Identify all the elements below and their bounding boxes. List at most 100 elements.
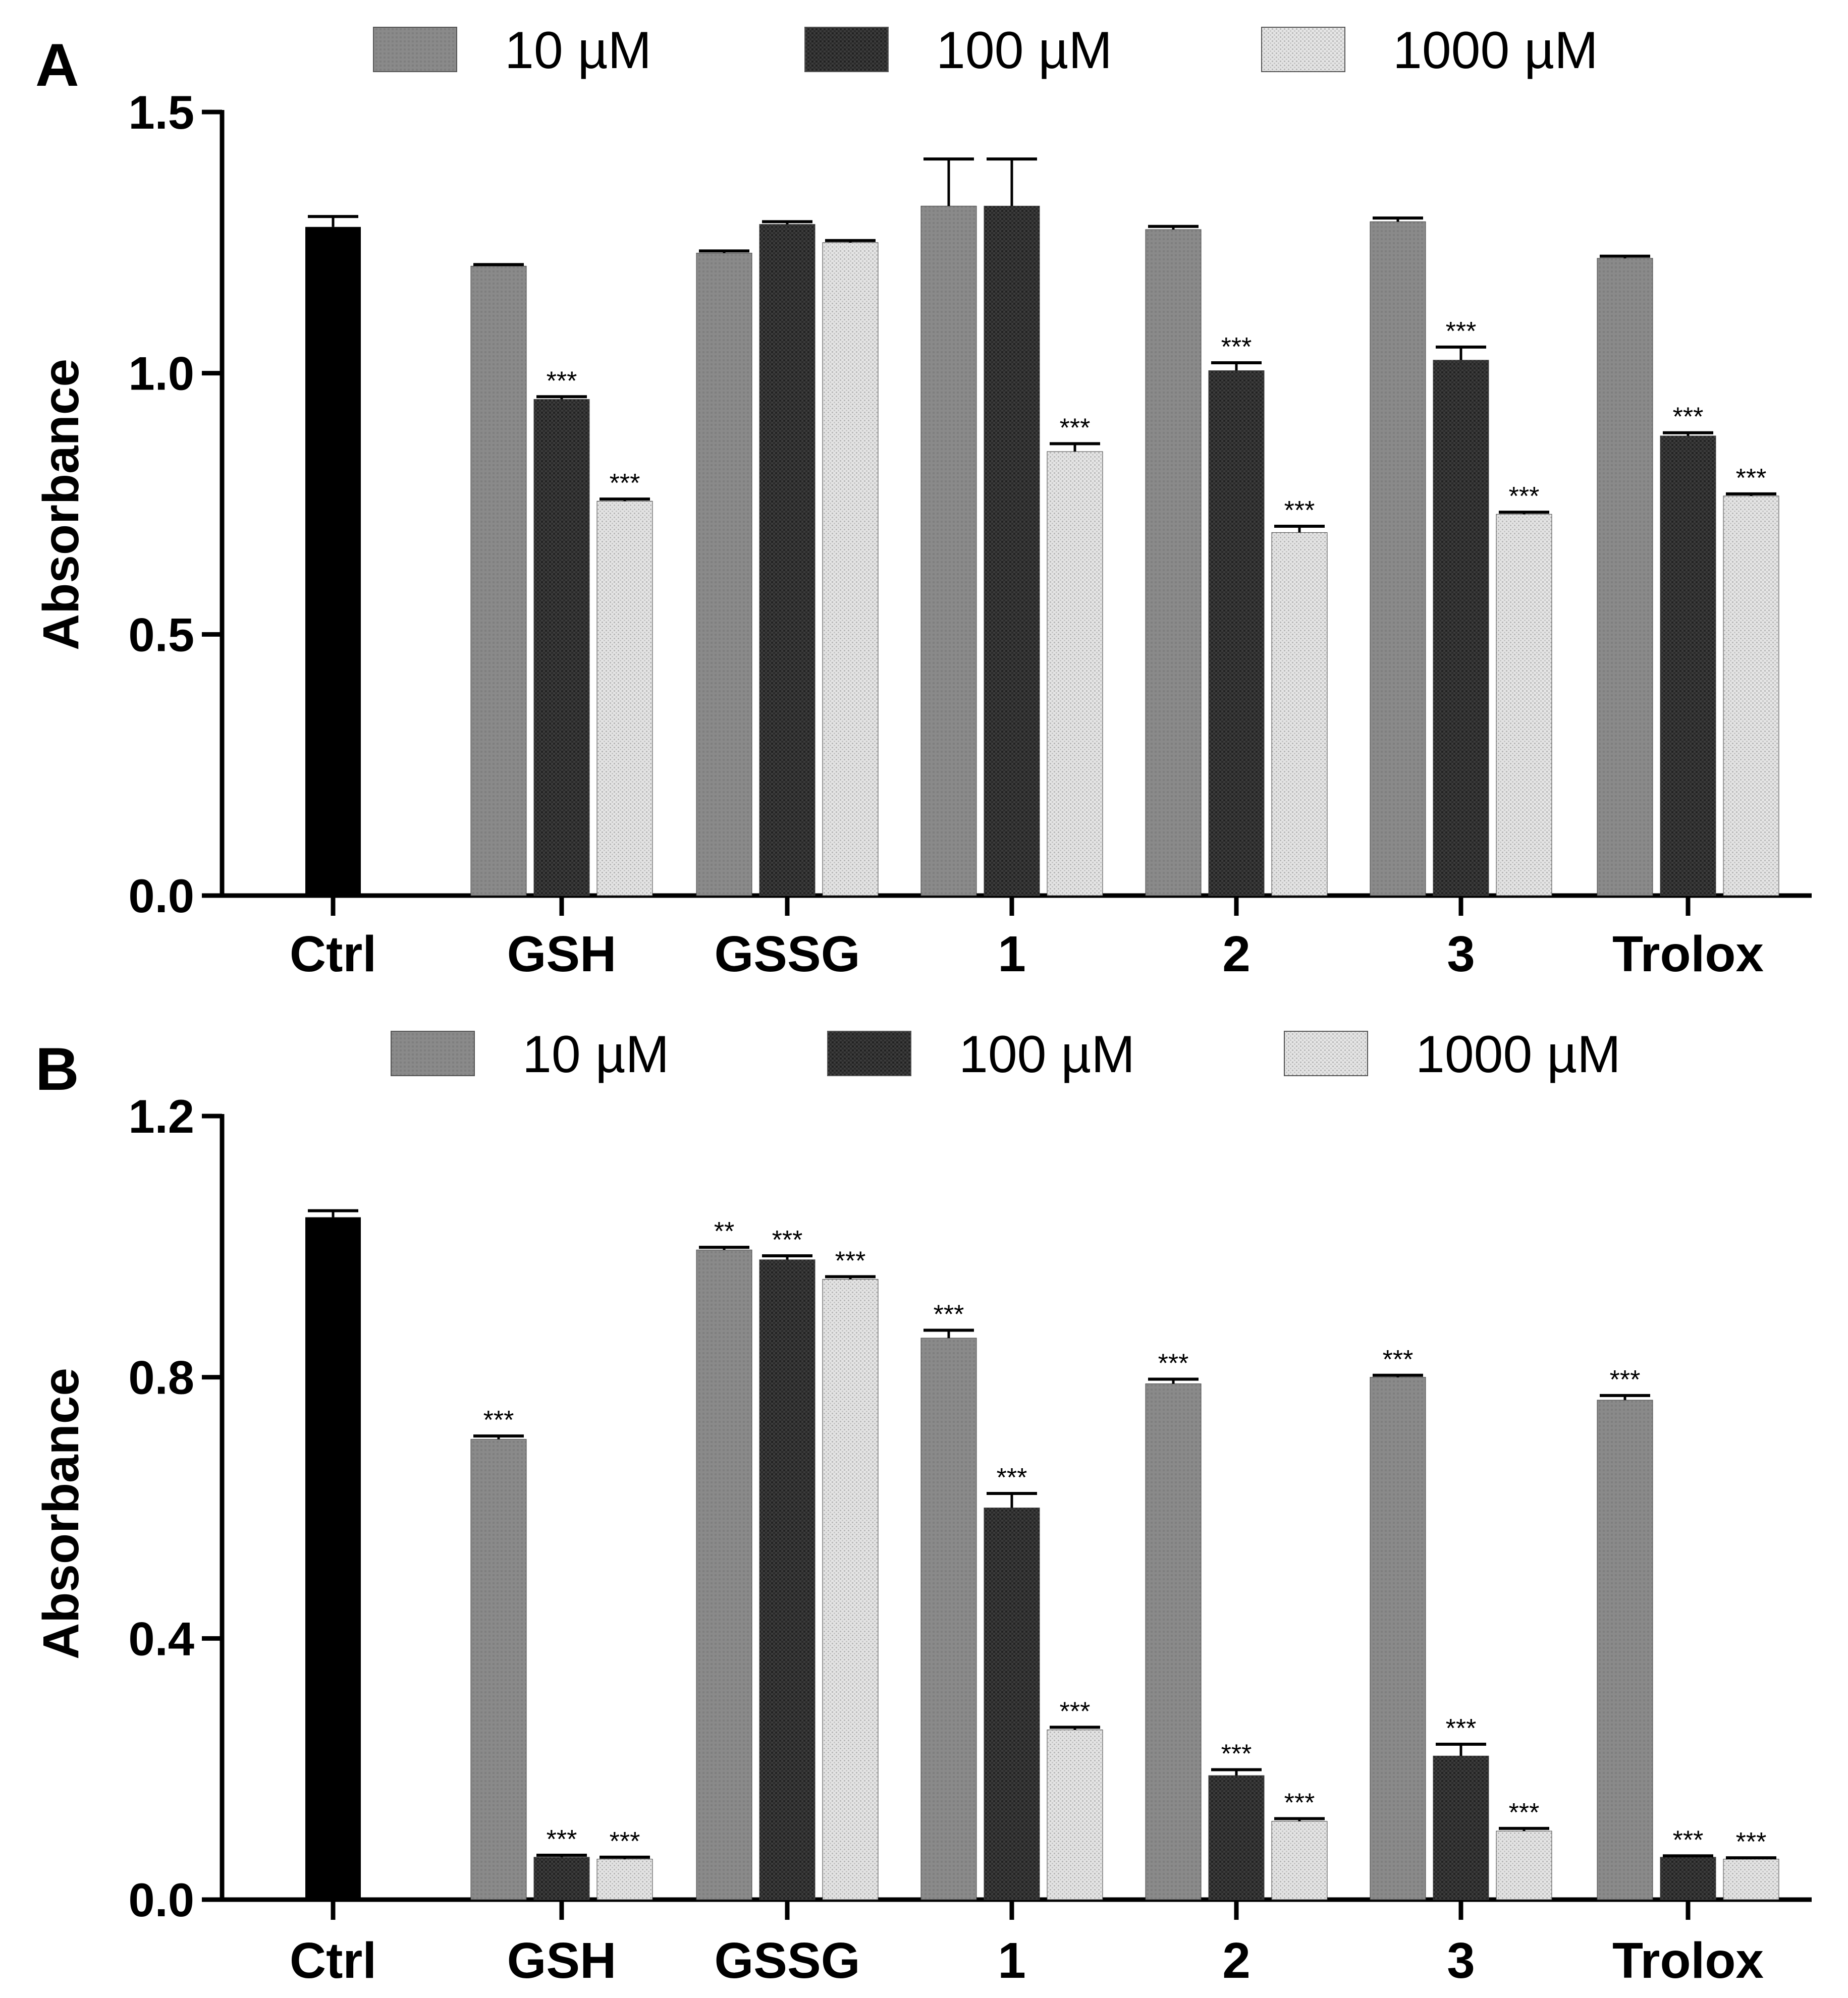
category-label: 3	[1447, 926, 1475, 982]
significance-label: ***	[1446, 317, 1477, 346]
bar-1000um-trolox	[1723, 1859, 1779, 1900]
bar-1000um-3	[1496, 1830, 1552, 1900]
bar-1000um-1	[1047, 1730, 1103, 1900]
bar-100um-2	[1208, 1775, 1265, 1900]
legend-swatch	[827, 1031, 911, 1076]
bar-ctrl	[305, 227, 361, 896]
y-tick-label: 1.5	[128, 86, 194, 139]
y-tick-label: 1.0	[128, 347, 194, 400]
y-tick-label: 1.2	[128, 1090, 194, 1143]
bar-10um-3	[1370, 1377, 1426, 1900]
category-label: Trolox	[1612, 926, 1764, 982]
bar-1000um-gsh	[596, 1859, 653, 1900]
significance-label: ***	[1284, 1789, 1315, 1818]
significance-label: ***	[997, 1463, 1027, 1492]
category-label: Ctrl	[290, 926, 376, 982]
significance-label: ***	[1284, 496, 1315, 525]
significance-label: ***	[610, 469, 640, 498]
category-label: Trolox	[1612, 1932, 1764, 1989]
significance-label: ***	[772, 1226, 803, 1255]
significance-label: ***	[1736, 1827, 1767, 1857]
bar-10um-gssg	[696, 1249, 752, 1900]
bar-100um-3	[1433, 360, 1489, 896]
bar-10um-gsh	[470, 1439, 527, 1900]
significance-label: ***	[547, 1825, 577, 1854]
category-label: 2	[1222, 926, 1251, 982]
bar-10um-1	[920, 1338, 977, 1900]
category-label: 1	[998, 926, 1026, 982]
legend-swatch	[373, 27, 457, 72]
significance-label: ***	[1060, 1697, 1091, 1726]
bar-1000um-trolox	[1723, 495, 1779, 896]
significance-label: ***	[1736, 464, 1767, 493]
category-label: GSH	[507, 926, 617, 982]
significance-label: ***	[483, 1406, 514, 1435]
bars-a: *** *** *** *** *** *** *** *** ***	[305, 157, 1779, 896]
legend-swatch	[1284, 1031, 1368, 1076]
panel-b: B 10 µM 100 µM 1000 µM 0.0 0.4 0.8 1.2 Ctrl GSH…	[33, 1025, 1812, 1989]
significance-label: ***	[547, 366, 577, 396]
bars-b: ****** ***** *****************************…	[305, 1209, 1779, 1900]
bar-100um-trolox	[1660, 1857, 1716, 1900]
y-axis-title-a: Absorbance	[33, 359, 89, 650]
bar-100um-gsh	[533, 1857, 590, 1900]
legend-swatch	[1261, 27, 1345, 72]
significance-label: ***	[1158, 1349, 1189, 1378]
bar-1000um-2	[1271, 1821, 1328, 1900]
axes-a: 0.0 0.5 1.0 1.5 Ctrl GSH GSSG 1 2 3 Trolox	[128, 86, 1812, 982]
legend-label: 1000 µM	[1416, 1025, 1621, 1084]
bar-100um-1	[984, 1508, 1040, 1900]
significance-label: ***	[1509, 482, 1540, 511]
bar-10um-1	[920, 205, 977, 896]
bar-100um-trolox	[1660, 435, 1716, 896]
significance-label: ***	[1383, 1345, 1414, 1374]
significance-label: ***	[1673, 1825, 1704, 1855]
significance-label: **	[714, 1217, 734, 1246]
bar-10um-3	[1370, 221, 1426, 896]
bar-10um-trolox	[1597, 1400, 1653, 1900]
bar-1000um-2	[1271, 532, 1328, 896]
significance-label: ***	[1221, 332, 1252, 362]
category-label: GSSG	[715, 926, 860, 982]
significance-label: ***	[835, 1246, 866, 1275]
legend-label: 100 µM	[959, 1025, 1135, 1084]
legend-label: 10 µM	[522, 1025, 669, 1084]
bar-1000um-1	[1047, 451, 1103, 896]
significance-label: ***	[1610, 1365, 1641, 1395]
category-label: 3	[1447, 1932, 1475, 1989]
legend-label: 1000 µM	[1393, 21, 1598, 80]
legend-b: 10 µM 100 µM 1000 µM	[391, 1025, 1621, 1084]
bar-ctrl	[305, 1217, 361, 1900]
category-label: GSH	[507, 1932, 617, 1989]
y-tick-label: 0.5	[128, 608, 194, 661]
bar-10um-2	[1145, 229, 1202, 896]
significance-label: ***	[1060, 413, 1091, 442]
significance-label: ***	[1673, 403, 1704, 432]
significance-label: ***	[610, 1827, 640, 1856]
bar-100um-gssg	[759, 224, 816, 896]
bar-1000um-3	[1496, 514, 1552, 896]
y-tick-label: 0.8	[128, 1351, 194, 1404]
y-tick-label: 0.4	[128, 1612, 194, 1665]
category-label: 1	[998, 1932, 1026, 1989]
bar-100um-gssg	[759, 1259, 816, 1900]
significance-label: ***	[934, 1300, 964, 1329]
category-label: Ctrl	[290, 1932, 376, 1989]
bar-100um-3	[1433, 1755, 1489, 1900]
bar-10um-2	[1145, 1383, 1202, 1900]
legend-a: 10 µM 100 µM 1000 µM	[373, 21, 1598, 80]
bar-1000um-gssg	[822, 1279, 879, 1900]
significance-label: ***	[1509, 1798, 1540, 1827]
legend-label: 10 µM	[505, 21, 651, 80]
legend-label: 100 µM	[936, 21, 1112, 80]
category-label: GSSG	[715, 1932, 860, 1989]
panel-b-letter: B	[35, 1035, 79, 1103]
bar-10um-gssg	[696, 253, 752, 896]
bar-1000um-gssg	[822, 242, 879, 896]
significance-label: ***	[1221, 1739, 1252, 1768]
bar-100um-1	[984, 205, 1040, 896]
bar-10um-trolox	[1597, 258, 1653, 896]
legend-swatch	[804, 27, 889, 72]
significance-label: ***	[1446, 1714, 1477, 1743]
